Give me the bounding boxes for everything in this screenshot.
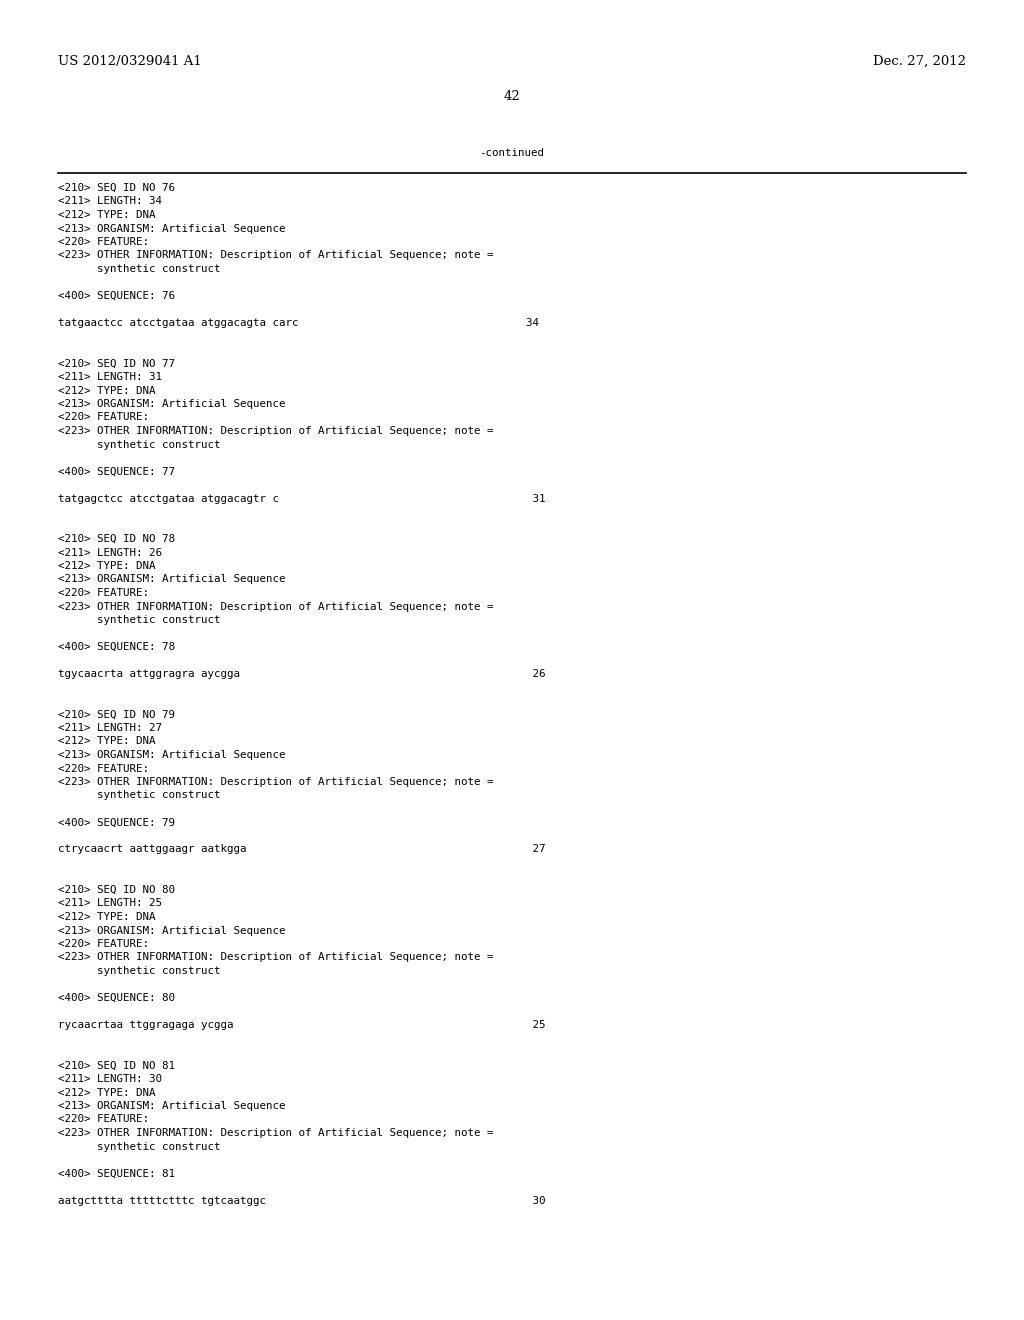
Text: <211> LENGTH: 30: <211> LENGTH: 30 bbox=[58, 1074, 162, 1084]
Text: <210> SEQ ID NO 78: <210> SEQ ID NO 78 bbox=[58, 535, 175, 544]
Text: <220> FEATURE:: <220> FEATURE: bbox=[58, 939, 150, 949]
Text: synthetic construct: synthetic construct bbox=[58, 966, 220, 975]
Text: <220> FEATURE:: <220> FEATURE: bbox=[58, 1114, 150, 1125]
Text: <220> FEATURE:: <220> FEATURE: bbox=[58, 763, 150, 774]
Text: <213> ORGANISM: Artificial Sequence: <213> ORGANISM: Artificial Sequence bbox=[58, 574, 286, 585]
Text: <210> SEQ ID NO 76: <210> SEQ ID NO 76 bbox=[58, 183, 175, 193]
Text: <212> TYPE: DNA: <212> TYPE: DNA bbox=[58, 385, 156, 396]
Text: <212> TYPE: DNA: <212> TYPE: DNA bbox=[58, 561, 156, 572]
Text: rycaacrtaa ttggragaga ycgga                                              25: rycaacrtaa ttggragaga ycgga 25 bbox=[58, 1020, 546, 1030]
Text: <210> SEQ ID NO 81: <210> SEQ ID NO 81 bbox=[58, 1060, 175, 1071]
Text: <213> ORGANISM: Artificial Sequence: <213> ORGANISM: Artificial Sequence bbox=[58, 750, 286, 760]
Text: <210> SEQ ID NO 79: <210> SEQ ID NO 79 bbox=[58, 710, 175, 719]
Text: <400> SEQUENCE: 81: <400> SEQUENCE: 81 bbox=[58, 1168, 175, 1179]
Text: -continued: -continued bbox=[479, 148, 545, 158]
Text: <223> OTHER INFORMATION: Description of Artificial Sequence; note =: <223> OTHER INFORMATION: Description of … bbox=[58, 953, 494, 962]
Text: synthetic construct: synthetic construct bbox=[58, 615, 220, 624]
Text: <213> ORGANISM: Artificial Sequence: <213> ORGANISM: Artificial Sequence bbox=[58, 399, 286, 409]
Text: synthetic construct: synthetic construct bbox=[58, 1142, 220, 1151]
Text: <400> SEQUENCE: 76: <400> SEQUENCE: 76 bbox=[58, 290, 175, 301]
Text: <223> OTHER INFORMATION: Description of Artificial Sequence; note =: <223> OTHER INFORMATION: Description of … bbox=[58, 426, 494, 436]
Text: <211> LENGTH: 34: <211> LENGTH: 34 bbox=[58, 197, 162, 206]
Text: <213> ORGANISM: Artificial Sequence: <213> ORGANISM: Artificial Sequence bbox=[58, 223, 286, 234]
Text: <220> FEATURE:: <220> FEATURE: bbox=[58, 412, 150, 422]
Text: <223> OTHER INFORMATION: Description of Artificial Sequence; note =: <223> OTHER INFORMATION: Description of … bbox=[58, 602, 494, 611]
Text: synthetic construct: synthetic construct bbox=[58, 264, 220, 275]
Text: synthetic construct: synthetic construct bbox=[58, 791, 220, 800]
Text: ctrycaacrt aattggaagr aatkgga                                            27: ctrycaacrt aattggaagr aatkgga 27 bbox=[58, 845, 546, 854]
Text: <211> LENGTH: 27: <211> LENGTH: 27 bbox=[58, 723, 162, 733]
Text: aatgctttta tttttctttc tgtcaatggc                                         30: aatgctttta tttttctttc tgtcaatggc 30 bbox=[58, 1196, 546, 1205]
Text: <400> SEQUENCE: 77: <400> SEQUENCE: 77 bbox=[58, 466, 175, 477]
Text: <223> OTHER INFORMATION: Description of Artificial Sequence; note =: <223> OTHER INFORMATION: Description of … bbox=[58, 777, 494, 787]
Text: tatgagctcc atcctgataa atggacagtr c                                       31: tatgagctcc atcctgataa atggacagtr c 31 bbox=[58, 494, 546, 503]
Text: <212> TYPE: DNA: <212> TYPE: DNA bbox=[58, 1088, 156, 1097]
Text: <223> OTHER INFORMATION: Description of Artificial Sequence; note =: <223> OTHER INFORMATION: Description of … bbox=[58, 251, 494, 260]
Text: <213> ORGANISM: Artificial Sequence: <213> ORGANISM: Artificial Sequence bbox=[58, 1101, 286, 1111]
Text: <212> TYPE: DNA: <212> TYPE: DNA bbox=[58, 210, 156, 220]
Text: US 2012/0329041 A1: US 2012/0329041 A1 bbox=[58, 55, 202, 69]
Text: <212> TYPE: DNA: <212> TYPE: DNA bbox=[58, 737, 156, 747]
Text: <400> SEQUENCE: 78: <400> SEQUENCE: 78 bbox=[58, 642, 175, 652]
Text: <212> TYPE: DNA: <212> TYPE: DNA bbox=[58, 912, 156, 921]
Text: <211> LENGTH: 25: <211> LENGTH: 25 bbox=[58, 899, 162, 908]
Text: Dec. 27, 2012: Dec. 27, 2012 bbox=[873, 55, 966, 69]
Text: <220> FEATURE:: <220> FEATURE: bbox=[58, 238, 150, 247]
Text: <223> OTHER INFORMATION: Description of Artificial Sequence; note =: <223> OTHER INFORMATION: Description of … bbox=[58, 1129, 494, 1138]
Text: <211> LENGTH: 26: <211> LENGTH: 26 bbox=[58, 548, 162, 557]
Text: synthetic construct: synthetic construct bbox=[58, 440, 220, 450]
Text: <400> SEQUENCE: 79: <400> SEQUENCE: 79 bbox=[58, 817, 175, 828]
Text: tatgaactcc atcctgataa atggacagta carc                                   34: tatgaactcc atcctgataa atggacagta carc 34 bbox=[58, 318, 539, 327]
Text: <213> ORGANISM: Artificial Sequence: <213> ORGANISM: Artificial Sequence bbox=[58, 925, 286, 936]
Text: <400> SEQUENCE: 80: <400> SEQUENCE: 80 bbox=[58, 993, 175, 1003]
Text: 42: 42 bbox=[504, 90, 520, 103]
Text: <220> FEATURE:: <220> FEATURE: bbox=[58, 587, 150, 598]
Text: <211> LENGTH: 31: <211> LENGTH: 31 bbox=[58, 372, 162, 381]
Text: tgycaacrta attggragra aycgga                                             26: tgycaacrta attggragra aycgga 26 bbox=[58, 669, 546, 678]
Text: <210> SEQ ID NO 80: <210> SEQ ID NO 80 bbox=[58, 884, 175, 895]
Text: <210> SEQ ID NO 77: <210> SEQ ID NO 77 bbox=[58, 359, 175, 368]
